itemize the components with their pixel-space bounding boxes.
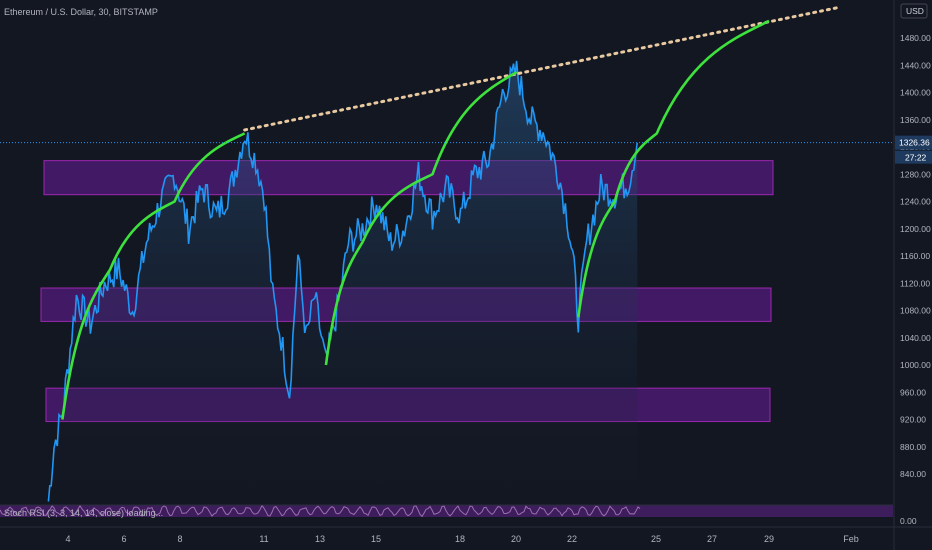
y-tick-label: 920.00 [900, 415, 926, 425]
y-tick-label: 960.00 [900, 387, 926, 397]
y-tick-label: 1200.00 [900, 224, 931, 234]
x-tick-label: 6 [121, 534, 126, 544]
price-label-box [895, 135, 932, 150]
y-tick-label: 1120.00 [900, 278, 930, 288]
dotted-trendline[interactable] [243, 5, 841, 132]
y-tick-label: 1040.00 [900, 333, 931, 343]
oscillator-label[interactable]: Stoch RSI (3, 3, 14, 14, close) loading.… [4, 508, 164, 518]
x-tick-label: 11 [259, 534, 268, 544]
y-tick-label: 1080.00 [900, 306, 931, 316]
countdown-label: 27:22 [905, 153, 927, 163]
x-tick-label: 20 [511, 534, 521, 544]
price-line[interactable] [47, 60, 638, 502]
price-line-layer [47, 60, 638, 502]
x-tick-label: 8 [177, 534, 182, 544]
currency-button[interactable] [900, 3, 928, 19]
price-labels: 1326.36 27:22 [0, 135, 932, 164]
oscillator-pane [0, 504, 893, 518]
x-tick-label: 25 [651, 534, 661, 544]
y-tick-label: 1280.00 [900, 169, 931, 179]
y-tick-label: 880.00 [900, 442, 926, 452]
y-tick-label: 1160.00 [900, 251, 930, 261]
projection-curve-3[interactable] [577, 19, 770, 318]
y-axis[interactable]: 840.00 880.00 920.00 960.00 1000.00 1040.00 10… [900, 3, 931, 526]
y-tick-label: 1360.00 [900, 115, 931, 125]
y-tick-label: 1480.00 [900, 33, 931, 43]
projection-curve-2[interactable] [324, 70, 518, 366]
y-tick-label: 840.00 [900, 469, 926, 479]
x-tick-label: 13 [315, 534, 325, 544]
countdown-box [895, 150, 932, 164]
x-tick-label: 15 [371, 534, 381, 544]
oscillator-line [0, 504, 641, 518]
x-tick-label: 4 [65, 534, 70, 544]
y-tick-label: 1440.00 [900, 60, 931, 70]
symbol-legend[interactable]: Ethereum / U.S. Dollar, 30, BITSTAMP [4, 7, 158, 17]
current-price-label: 1326.36 [899, 138, 930, 148]
projection-layer [61, 19, 770, 420]
x-tick-label: 29 [764, 534, 774, 544]
oscillator-tick-label: 0.00 [900, 516, 917, 526]
y-tick-label: 1000.00 [900, 360, 931, 370]
x-tick-label: 27 [707, 534, 717, 544]
x-tick-label: 18 [455, 534, 465, 544]
trendline-layer [243, 5, 841, 132]
currency-button-label[interactable]: USD [906, 6, 924, 16]
x-tick-label: Feb [843, 534, 859, 544]
price-zone-1[interactable] [43, 160, 774, 196]
y-tick-label: 1400.00 [900, 88, 931, 98]
projection-curve-1[interactable] [61, 132, 246, 420]
x-tick-label: 22 [567, 534, 577, 544]
y-tick-label: 1240.00 [900, 197, 931, 207]
